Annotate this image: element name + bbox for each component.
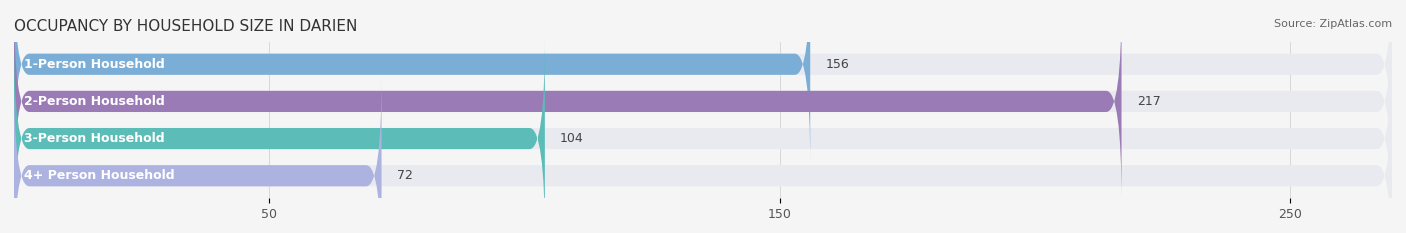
FancyBboxPatch shape — [14, 0, 1392, 165]
Text: OCCUPANCY BY HOUSEHOLD SIZE IN DARIEN: OCCUPANCY BY HOUSEHOLD SIZE IN DARIEN — [14, 19, 357, 34]
FancyBboxPatch shape — [14, 0, 1392, 202]
FancyBboxPatch shape — [14, 0, 1122, 202]
Text: 1-Person Household: 1-Person Household — [24, 58, 165, 71]
FancyBboxPatch shape — [14, 38, 546, 233]
Text: 72: 72 — [396, 169, 413, 182]
Text: 3-Person Household: 3-Person Household — [24, 132, 165, 145]
FancyBboxPatch shape — [14, 75, 1392, 233]
Text: Source: ZipAtlas.com: Source: ZipAtlas.com — [1274, 19, 1392, 29]
Text: 4+ Person Household: 4+ Person Household — [24, 169, 174, 182]
Text: 104: 104 — [560, 132, 583, 145]
Text: 2-Person Household: 2-Person Household — [24, 95, 165, 108]
Text: 156: 156 — [825, 58, 849, 71]
FancyBboxPatch shape — [14, 38, 1392, 233]
Text: 217: 217 — [1137, 95, 1160, 108]
FancyBboxPatch shape — [14, 75, 381, 233]
FancyBboxPatch shape — [14, 0, 810, 165]
